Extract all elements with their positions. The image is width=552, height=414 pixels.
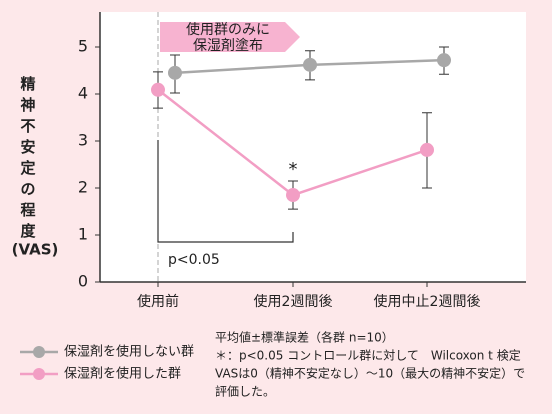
note: 評価した。 <box>215 384 275 399</box>
legend-marker <box>33 368 45 380</box>
point <box>437 53 451 68</box>
y-label-unit: (VAS) <box>12 241 59 259</box>
legend-label: 保湿剤を使用した群 <box>64 366 181 382</box>
point <box>303 57 317 72</box>
y-tick-label: 5 <box>78 37 88 56</box>
arrow <box>160 22 300 52</box>
legend-marker <box>33 346 45 358</box>
y-tick-label: 4 <box>78 84 88 103</box>
point <box>151 82 165 97</box>
legend-label: 保湿剤を使用しない群 <box>64 344 194 360</box>
x-tick-label: 使用中止2週間後 <box>374 293 481 310</box>
p-value: p<0.05 <box>168 252 220 268</box>
note: VASは0（精神不安定なし）〜10（最大の精神不安定）で <box>215 366 525 381</box>
x-tick-label: 使用前 <box>137 293 179 310</box>
y-label: 精神不安定の程度 <box>20 75 36 240</box>
point <box>286 188 300 203</box>
y-label-text: 精神不安定の程度 <box>20 75 36 240</box>
y-tick-label: 0 <box>78 272 88 291</box>
y-tick-label: 2 <box>78 178 88 197</box>
note: ＊：p<0.05 コントロール群に対して Wilcoxon t 検定 <box>215 348 521 363</box>
note: 平均値±標準誤差（各群 n=10） <box>215 330 394 345</box>
p-bracket <box>157 140 294 243</box>
x-tick-label: 使用2週間後 <box>254 293 333 310</box>
plot-area <box>100 12 526 282</box>
point <box>420 142 434 157</box>
y-tick-label: 1 <box>78 225 88 244</box>
point <box>168 65 182 80</box>
arrow-text: 使用群のみに <box>186 21 270 38</box>
y-tick-label: 3 <box>78 131 88 150</box>
asterisk: * <box>289 159 298 180</box>
arrow-text: 保湿剤塗布 <box>193 37 263 54</box>
